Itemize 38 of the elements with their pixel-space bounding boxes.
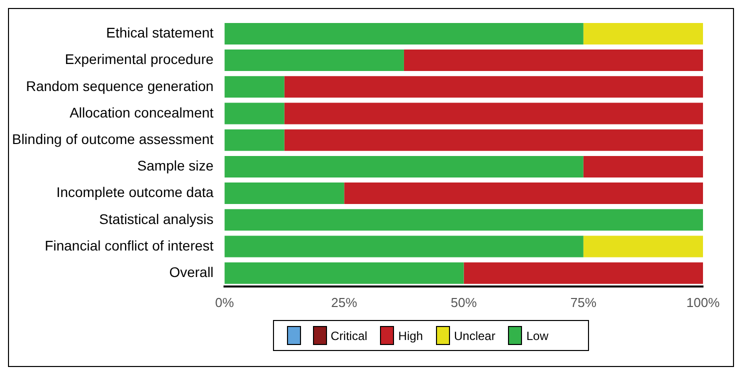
- bar: [224, 50, 404, 72]
- bar: [404, 50, 703, 72]
- bar: [284, 129, 703, 151]
- bar: [583, 156, 703, 178]
- y-tick-label: Sample size: [137, 158, 214, 174]
- y-tick-label: Overall: [169, 264, 214, 280]
- y-tick-label: Statistical analysis: [99, 210, 214, 227]
- bar: [344, 182, 703, 204]
- y-tick-label: Incomplete outcome data: [56, 184, 214, 200]
- bar: [224, 236, 584, 258]
- bar: [224, 156, 584, 178]
- bar: [224, 182, 344, 204]
- x-tick-label: 0%: [215, 294, 234, 310]
- y-tick-label: Allocation concealment: [70, 104, 214, 120]
- x-tick-label: 75%: [570, 294, 597, 310]
- bar: [284, 102, 703, 124]
- y-tick-label: Ethical statement: [106, 24, 214, 41]
- y-tick-label: Financial conflict of interest: [44, 237, 214, 254]
- bar: [224, 102, 284, 124]
- bar: [464, 262, 703, 284]
- x-tick-label: 25%: [331, 294, 358, 310]
- bar: [583, 22, 703, 44]
- bar: [224, 76, 284, 98]
- bar: [224, 129, 284, 151]
- x-tick-label: 50%: [450, 294, 478, 310]
- bar: [224, 262, 464, 284]
- bar: [224, 22, 584, 44]
- x-tick-label: 100%: [686, 294, 720, 310]
- y-tick-label: Random sequence generation: [26, 78, 214, 94]
- legend-label: Critical: [330, 328, 368, 342]
- legend-label: Low: [526, 328, 548, 342]
- y-tick-label: Blinding of outcome assessment: [12, 130, 214, 147]
- legend-label: High: [398, 328, 423, 342]
- legend-label: Unclear: [454, 328, 496, 342]
- bar: [284, 76, 703, 98]
- bar: [224, 209, 703, 231]
- y-tick-label: Experimental procedure: [64, 51, 214, 68]
- bar: [583, 236, 703, 258]
